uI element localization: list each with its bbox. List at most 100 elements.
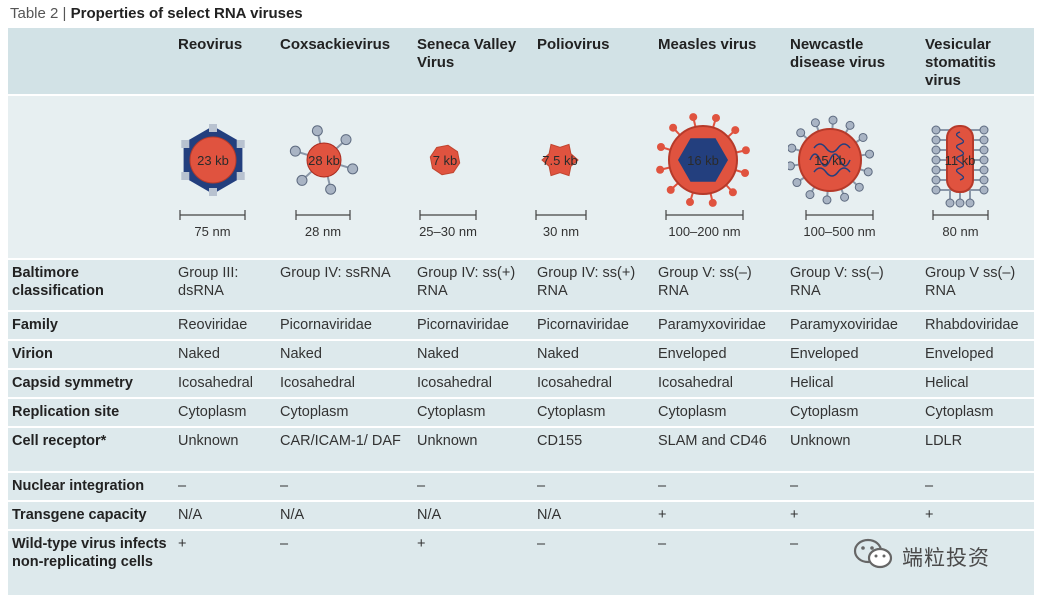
column-header: Seneca Valley Virus — [417, 36, 517, 71]
table-number: Table 2 | — [10, 5, 67, 22]
spike-knob — [931, 135, 941, 145]
table-cell: Enveloped — [790, 346, 859, 362]
table-heading: Properties of select RNA viruses — [70, 5, 303, 22]
spike-knob — [845, 120, 855, 130]
illustration-cell: 16 kb 100–200 nm — [656, 96, 788, 258]
table-cell: N/A — [178, 507, 203, 523]
virus-illustration: 16 kb 100–200 nm — [656, 113, 750, 239]
table-cell: Icosahedral — [537, 375, 612, 391]
row-label: Replication site — [12, 404, 120, 420]
column-header: Coxsackievirus — [280, 36, 391, 53]
illustration-cell: 7.5 kb 30 nm — [535, 96, 656, 258]
spike-knob — [865, 149, 875, 159]
watermark: 端粒投资 — [852, 536, 1022, 576]
particle-size: 28 nm — [305, 224, 341, 239]
table-row: Virion Naked Naked Naked Naked Enveloped Envel… — [8, 341, 1034, 370]
table-cell: Naked — [280, 346, 322, 362]
row-label: Virion — [12, 346, 53, 362]
table-cell: Paramyxoviridae — [790, 317, 898, 333]
spike-knob — [955, 198, 965, 208]
illustration-cell — [8, 96, 176, 258]
table-row: Capsid symmetry Icosahedral Icosahedral Ico… — [8, 370, 1034, 399]
table-cell: Cytoplasm — [925, 404, 994, 420]
genome-size: 7.5 kb — [542, 153, 577, 168]
header-row: Reovirus Coxsackievirus Seneca Valley Viru… — [8, 28, 1034, 96]
table-cell: Group IV: ssRNA — [280, 265, 391, 281]
spike-knob — [931, 175, 941, 185]
genome-size: 16 kb — [687, 153, 719, 168]
table-cell: N/A — [280, 507, 305, 523]
table-cell: Enveloped — [658, 346, 727, 362]
capsid — [541, 143, 579, 177]
table-cell: – — [790, 478, 799, 494]
table-cell: – — [280, 478, 289, 494]
table-title: Table 2 | Properties of select RNA virus… — [10, 5, 303, 22]
spike-knob — [979, 175, 989, 185]
spike-knob — [979, 125, 989, 135]
column-header: Newcastle disease virus — [790, 36, 886, 71]
spike-head — [685, 198, 694, 207]
table-cell: Rhabdoviridae — [925, 317, 1019, 333]
spike-head — [666, 185, 675, 194]
table-cell: Naked — [537, 346, 579, 362]
row-label: Transgene capacity — [12, 507, 147, 523]
spike-knob — [979, 145, 989, 155]
spike-knob — [828, 115, 838, 125]
genome-size: 23 kb — [197, 153, 229, 168]
spike-knob — [340, 134, 352, 146]
table-cell: – — [280, 536, 289, 552]
nucleocapsid — [809, 143, 851, 177]
table-cell: Cytoplasm — [178, 404, 247, 420]
column-header: Measles virus — [658, 36, 757, 53]
spike-head — [728, 188, 737, 197]
core — [189, 136, 237, 184]
table-cell: N/A — [417, 507, 442, 523]
table-cell: Picornaviridae — [417, 317, 509, 333]
row-label: Nuclear integration — [12, 478, 145, 494]
row-label: Cell receptor* — [12, 433, 107, 449]
table-cell: Unknown — [178, 433, 239, 449]
table-cell: Group V ss(–) RNA — [925, 265, 1016, 299]
row-label: Capsid symmetry — [12, 375, 133, 391]
spike-knob — [931, 165, 941, 175]
table-cell: Group IV: ss(+) RNA — [417, 265, 516, 299]
table-cell: Paramyxoviridae — [658, 317, 766, 333]
table-cell: Picornaviridae — [537, 317, 629, 333]
table-cell: + — [790, 507, 799, 523]
column-header: Reovirus — [178, 36, 243, 53]
wechat-icon — [853, 538, 893, 569]
table-row: Transgene capacity N/A N/A N/A N/A + + + — [8, 502, 1034, 531]
spike-knob — [311, 125, 323, 137]
table-cell: + — [178, 536, 187, 552]
table-cell: Group IV: ss(+) RNA — [537, 265, 636, 299]
virus-illustration: 11 kb 80 nm — [931, 125, 989, 239]
particle-size: 100–200 nm — [668, 224, 740, 239]
table-cell: – — [537, 536, 546, 552]
particle-size: 30 nm — [543, 224, 579, 239]
spike-head — [708, 198, 717, 207]
table-cell: – — [537, 478, 546, 494]
spike-knob — [931, 155, 941, 165]
table-cell: Group V: ss(–) RNA — [658, 265, 752, 299]
table-row: Cell receptor* Unknown CAR/ICAM-1/ DAF Unkn… — [8, 428, 1034, 473]
table-cell: CAR/ICAM-1/ DAF — [280, 433, 401, 449]
row-label: Baltimore classification — [12, 265, 104, 299]
vertex — [181, 140, 190, 148]
table-cell: – — [417, 478, 426, 494]
spike-knob — [805, 190, 815, 200]
spike-head — [741, 146, 750, 155]
table-cell: LDLR — [925, 433, 963, 449]
table-cell: Naked — [178, 346, 220, 362]
spike-knob — [347, 163, 359, 175]
vertex — [209, 188, 217, 196]
table-cell: Unknown — [790, 433, 851, 449]
vertex — [181, 172, 190, 180]
table-row: Family Reoviridae Picornaviridae Picornavir… — [8, 312, 1034, 341]
column-header: Vesicular stomatitis virus — [925, 36, 996, 89]
table-cell: Icosahedral — [178, 375, 253, 391]
spike-knob — [979, 165, 989, 175]
vertex — [236, 172, 245, 180]
virus-illustration: 7 kb 25–30 nm — [419, 144, 477, 239]
table-cell: Helical — [925, 375, 969, 391]
